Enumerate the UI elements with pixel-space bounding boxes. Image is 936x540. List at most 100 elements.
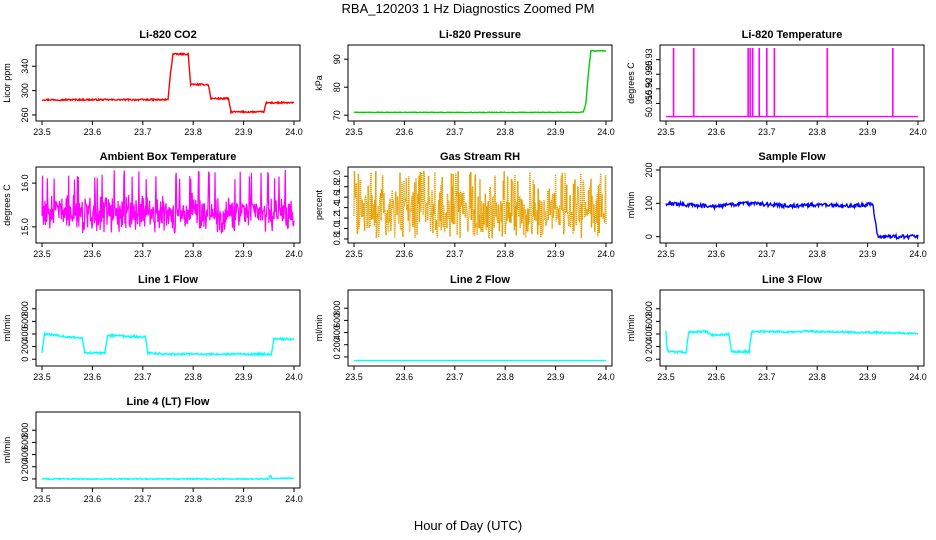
x-tick-label: 23.5 (657, 249, 675, 259)
y-tick-label: 90 (332, 54, 342, 64)
panel-4: Gas Stream RH percent 23.5 23.6 23.7 23.8 23.9… (314, 151, 615, 259)
plot-frame (347, 44, 613, 122)
x-tick-label: 23.9 (235, 249, 253, 259)
x-tick-label: 23.7 (446, 372, 464, 382)
y-axis-label: ml/min (314, 315, 324, 342)
y-tick-label: 200 (20, 339, 30, 354)
x-tick-label: 23.6 (708, 249, 726, 259)
x-tick-label: 23.9 (859, 372, 877, 382)
x-tick-label: 23.9 (859, 249, 877, 259)
panel-title: Ambient Box Temperature (100, 151, 237, 163)
x-tick-label: 23.8 (184, 494, 202, 504)
y-tick-label: 200 (644, 162, 654, 177)
x-tick-label: 24.0 (285, 372, 303, 382)
x-tick-label: 23.9 (547, 249, 565, 259)
y-axis-label: Licor ppm (2, 63, 12, 103)
y-tick-label: 70 (332, 110, 342, 120)
x-tick-label: 23.8 (496, 372, 514, 382)
x-tick-label: 23.9 (235, 494, 253, 504)
panel-title: Line 4 (LT) Flow (127, 396, 210, 408)
y-tick-label: 800 (644, 301, 654, 316)
y-tick-label: 50.915 (644, 90, 654, 118)
y-tick-label: 400 (20, 447, 30, 462)
panel-2: Li-820 Temperature degrees C 23.5 23.6 23.7 2… (626, 29, 927, 137)
y-tick-label: 50.92 (644, 78, 654, 101)
x-tick-label: 23.5 (345, 127, 363, 137)
y-axis-label: degrees C (626, 62, 636, 104)
x-tick-label: 23.5 (345, 372, 363, 382)
x-tick-label: 24.0 (909, 127, 927, 137)
y-tick-label: 800 (20, 423, 30, 438)
y-tick-label: 1.4 (332, 201, 342, 214)
x-tick-label: 23.6 (396, 127, 414, 137)
y-axis-label: percent (314, 189, 324, 220)
y-tick-label: 50.93 (644, 48, 654, 71)
panel-9: Line 4 (LT) Flow ml/min 23.5 23.6 23.7 23.8 23… (2, 396, 303, 504)
panel-title: Line 3 Flow (762, 274, 822, 286)
x-tick-label: 23.6 (84, 372, 102, 382)
x-tick-label: 23.7 (446, 127, 464, 137)
x-tick-label: 23.6 (84, 127, 102, 137)
y-tick-label: 600 (332, 313, 342, 328)
plot-frame (347, 289, 613, 367)
plot-frame (35, 166, 301, 244)
x-tick-label: 23.5 (33, 372, 51, 382)
y-tick-label: 800 (332, 301, 342, 316)
x-tick-label: 23.9 (547, 372, 565, 382)
y-tick-label: 100 (644, 196, 654, 211)
x-tick-label: 23.6 (708, 127, 726, 137)
y-tick-label: 1.0 (332, 222, 342, 235)
x-tick-label: 23.5 (33, 127, 51, 137)
series-line (41, 52, 295, 115)
x-tick-label: 24.0 (909, 249, 927, 259)
plot-frame (659, 44, 925, 122)
x-tick-label: 24.0 (285, 127, 303, 137)
x-tick-label: 23.7 (758, 249, 776, 259)
x-tick-label: 24.0 (597, 372, 615, 382)
x-tick-label: 24.0 (597, 127, 615, 137)
figure-x-axis-label: Hour of Day (UTC) (413, 518, 523, 533)
y-axis-label: ml/min (626, 192, 636, 219)
y-tick-label: 800 (20, 301, 30, 316)
y-tick-label: 50.925 (644, 60, 654, 88)
x-tick-label: 23.9 (859, 127, 877, 137)
panel-6: Line 1 Flow ml/min 23.5 23.6 23.7 23.8 23.9 24.… (2, 274, 303, 382)
panel-3: Ambient Box Temperature degrees C 23.5 23.6… (2, 151, 303, 259)
y-tick-label: 340 (20, 59, 30, 74)
x-tick-label: 24.0 (285, 249, 303, 259)
x-tick-label: 23.7 (758, 127, 776, 137)
y-tick-label: 15.0 (20, 218, 30, 236)
panel-title: Gas Stream RH (440, 151, 520, 163)
series-line (353, 49, 607, 114)
x-tick-label: 23.7 (758, 372, 776, 382)
series-line (353, 170, 607, 239)
series-line (665, 199, 919, 241)
x-tick-label: 23.8 (184, 372, 202, 382)
x-tick-label: 23.7 (134, 494, 152, 504)
y-tick-label: 0 (644, 234, 654, 239)
x-tick-label: 24.0 (597, 249, 615, 259)
panel-title: Li-820 Pressure (439, 29, 521, 41)
panel-title: Li-820 Temperature (742, 29, 843, 41)
y-tick-label: 1.8 (332, 180, 342, 193)
y-tick-label: 400 (332, 325, 342, 340)
panel-8: Line 3 Flow ml/min 23.5 23.6 23.7 23.8 23.9 24.… (626, 274, 927, 382)
x-tick-label: 24.0 (285, 494, 303, 504)
x-tick-label: 23.9 (547, 127, 565, 137)
x-tick-label: 23.8 (808, 372, 826, 382)
x-tick-label: 23.7 (134, 127, 152, 137)
y-tick-label: 400 (644, 326, 654, 341)
x-tick-label: 23.5 (33, 494, 51, 504)
x-tick-label: 23.5 (657, 127, 675, 137)
x-tick-label: 24.0 (909, 372, 927, 382)
x-tick-label: 23.6 (708, 372, 726, 382)
panel-5: Sample Flow ml/min 23.5 23.6 23.7 23.8 23.9 24.… (626, 151, 927, 259)
x-tick-label: 23.9 (235, 372, 253, 382)
y-axis-label: ml/min (2, 437, 12, 464)
plot-frame (659, 289, 925, 367)
panel-title: Line 2 Flow (450, 274, 510, 286)
y-tick-label: 200 (332, 337, 342, 352)
figure-title: RBA_120203 1 Hz Diagnostics Zoomed PM (341, 1, 595, 16)
y-tick-label: 0 (332, 354, 342, 359)
